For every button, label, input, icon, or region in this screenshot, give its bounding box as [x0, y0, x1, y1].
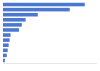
bar: [3, 3, 85, 7]
bar: [3, 59, 5, 63]
bar: [3, 38, 10, 42]
bar: [3, 18, 26, 22]
bars: [3, 3, 85, 62]
bar: [3, 23, 22, 27]
bar: [3, 28, 19, 32]
bar: [3, 54, 7, 58]
bar: [3, 33, 11, 37]
bar: [3, 49, 8, 53]
chart: [0, 0, 100, 71]
bar: [3, 8, 70, 12]
bar: [3, 43, 9, 47]
x-axis: [3, 63, 97, 64]
bar: [3, 13, 38, 17]
